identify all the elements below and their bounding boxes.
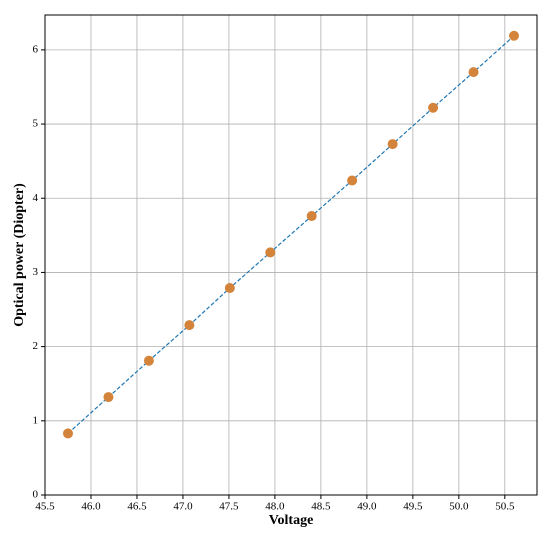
y-tick-label: 2 — [33, 340, 39, 352]
y-tick-label: 6 — [33, 43, 39, 55]
data-point — [62, 428, 73, 439]
fit-line — [67, 35, 515, 434]
x-tick-label: 50.0 — [449, 501, 469, 513]
y-tick-label: 5 — [33, 118, 39, 130]
x-tick-label: 45.5 — [35, 501, 55, 513]
y-tick-label: 4 — [33, 192, 39, 204]
data-point — [143, 355, 154, 366]
x-tick-label: 48.5 — [311, 501, 331, 513]
x-tick-label: 46.0 — [81, 501, 101, 513]
data-point — [387, 139, 398, 150]
plot-frame — [44, 14, 538, 496]
data-point — [103, 392, 114, 403]
data-point — [509, 30, 520, 41]
y-tick-label: 0 — [33, 489, 39, 501]
x-tick-label: 47.0 — [173, 501, 193, 513]
x-tick-label: 49.0 — [357, 501, 377, 513]
data-point — [265, 247, 276, 258]
data-point — [184, 320, 195, 331]
y-tick-label: 3 — [33, 266, 39, 278]
x-tick-label: 50.5 — [495, 501, 515, 513]
y-tick-label: 1 — [33, 414, 39, 426]
data-point — [306, 211, 317, 222]
data-point — [347, 175, 358, 186]
x-tick-label: 47.5 — [219, 501, 239, 513]
data-point — [468, 67, 479, 78]
x-axis-label: Voltage — [269, 513, 314, 528]
data-point — [224, 283, 235, 294]
x-tick-label: 48.0 — [265, 501, 285, 513]
data-point — [428, 102, 439, 113]
x-tick-label: 46.5 — [127, 501, 147, 513]
y-axis-label: Optical power (Diopter) — [12, 183, 27, 327]
x-tick-label: 49.5 — [403, 501, 423, 513]
